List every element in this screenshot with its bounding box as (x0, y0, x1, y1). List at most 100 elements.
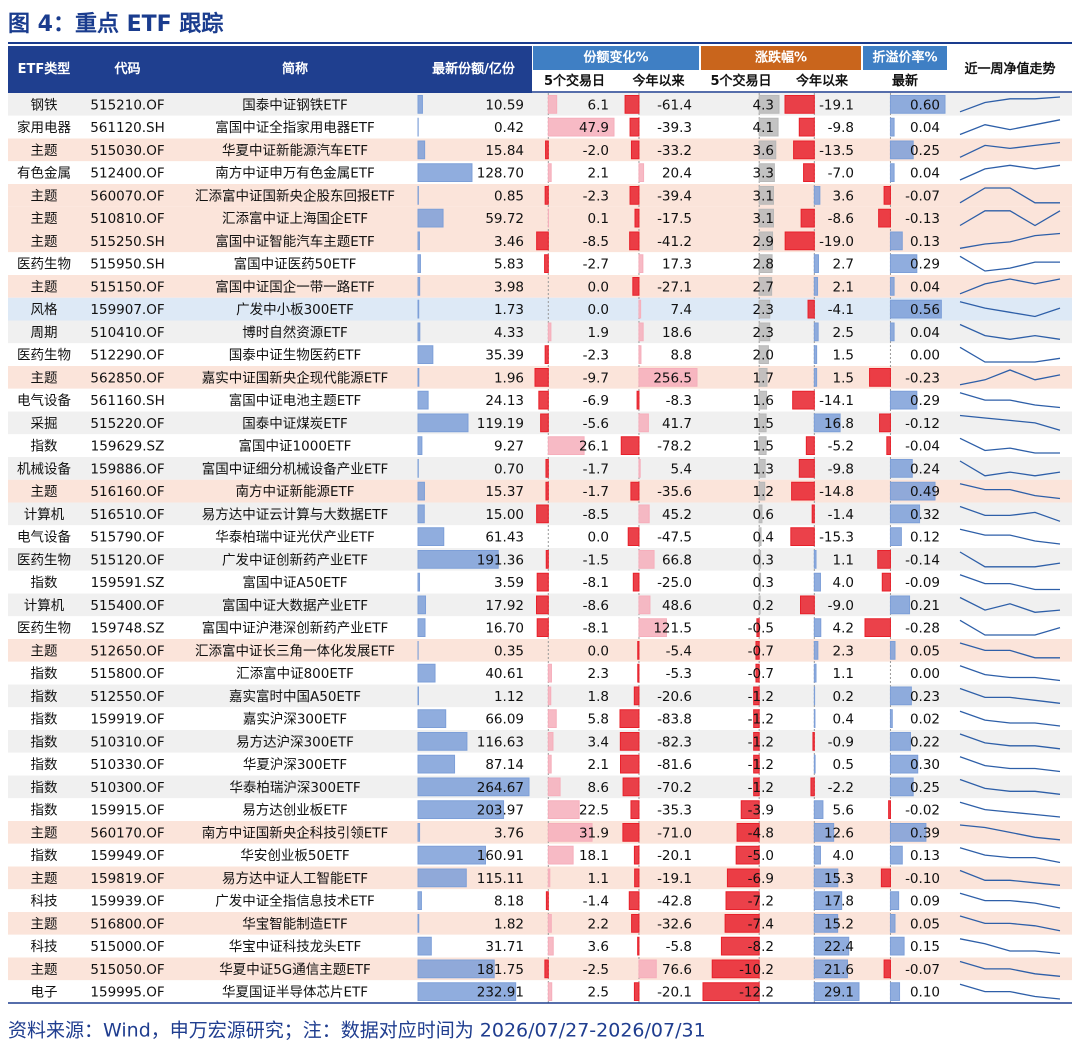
cell-number: 16.8 (824, 416, 854, 432)
cell-number: 3.6 (753, 143, 774, 159)
data-bar (889, 982, 901, 1001)
cell-number: 15.00 (485, 507, 524, 523)
header-label: 最新份额/亿份 (432, 61, 516, 77)
cell-text: 计算机 (24, 598, 65, 614)
data-bar (417, 550, 499, 569)
trend-line (959, 619, 1061, 636)
trend-line (959, 460, 1061, 477)
data-bar (417, 436, 423, 455)
data-bar (629, 186, 640, 205)
cell-text: 医药生物 (17, 348, 71, 364)
cell-text: 516510.OF (90, 507, 164, 523)
cell-text: 电气设备 (17, 529, 71, 546)
cell-number: 2.3 (588, 666, 609, 682)
cell-number: 4.0 (833, 575, 854, 591)
data-bar (417, 823, 421, 842)
cell-number: 3.4 (588, 734, 609, 750)
data-bar (889, 641, 896, 660)
cell-number: -0.9 (828, 734, 854, 750)
cell-number: -2.7 (583, 257, 609, 273)
cell-number: -7.4 (748, 916, 774, 932)
data-bar (417, 504, 425, 524)
header-cell (8, 46, 80, 93)
cell-number: -0.07 (905, 188, 940, 204)
cell-number: -9.7 (583, 370, 609, 386)
cell-number: 0.0 (588, 530, 609, 546)
data-bar (622, 823, 640, 842)
data-bar (813, 550, 817, 569)
cell-number: 0.2 (753, 598, 774, 614)
header-group-label: 份额变化% (583, 50, 648, 66)
data-bar (536, 595, 549, 615)
data-bar (758, 368, 768, 387)
cell-number: -20.1 (657, 848, 692, 864)
cell-number: 1.9 (588, 325, 609, 341)
data-bar (417, 800, 505, 819)
data-bar (889, 914, 896, 933)
trend-line (959, 414, 1061, 431)
data-bar (813, 800, 824, 819)
cell-number: -0.07 (905, 962, 940, 978)
cell-number: 1.3 (753, 461, 774, 477)
data-bar (634, 208, 640, 228)
cell-number: 3.46 (494, 234, 524, 250)
data-bar (756, 618, 760, 637)
data-bar (758, 254, 773, 273)
cell-number: 17.3 (662, 257, 692, 273)
data-bar (619, 754, 640, 774)
cell-text: 516800.OF (90, 916, 164, 932)
cell-number: 0.04 (910, 279, 940, 295)
cell-number: -8.5 (583, 234, 609, 250)
cell-number: -1.4 (583, 894, 609, 910)
trend-line (959, 847, 1061, 864)
cell-number: 31.9 (579, 825, 609, 841)
data-bar (889, 117, 895, 137)
data-bar (638, 504, 650, 524)
data-bar (813, 891, 843, 910)
cell-text: 515050.OF (90, 962, 164, 978)
cell-text: 广发中证全指信息技术ETF (215, 893, 375, 910)
data-bar (629, 117, 640, 137)
row-background (8, 798, 1072, 821)
cell-number: 0.42 (494, 120, 524, 136)
data-bar (800, 595, 815, 615)
data-bar (547, 709, 557, 728)
data-bar (758, 595, 761, 615)
cell-number: -0.23 (905, 370, 940, 386)
cell-number: -0.02 (905, 803, 940, 819)
cell-text: 国泰中证钢铁ETF (242, 97, 348, 113)
data-bar (889, 481, 936, 501)
cell-number: 2.3 (833, 643, 854, 659)
cell-number: -0.7 (748, 643, 774, 659)
data-bar (417, 754, 456, 774)
trend-line (959, 437, 1060, 454)
cell-number: -27.1 (657, 279, 692, 295)
cell-number: 8.8 (671, 348, 692, 364)
data-bar (800, 208, 815, 228)
row-background (8, 707, 1072, 730)
data-bar (417, 163, 473, 182)
cell-number: 66.09 (485, 712, 524, 728)
trend-line (959, 687, 1061, 704)
header-label: 代码 (113, 61, 140, 77)
data-bar (758, 550, 762, 569)
cell-text: 561120.SH (90, 120, 165, 136)
cell-number: 87.14 (485, 757, 524, 773)
data-bar (636, 390, 640, 410)
cell-text: 515800.OF (90, 666, 164, 682)
cell-text: 159886.OF (90, 461, 164, 477)
cell-number: 0.3 (753, 575, 774, 591)
cell-number: -1.2 (748, 712, 774, 728)
cell-number: 264.67 (477, 780, 524, 796)
row-background (8, 320, 1072, 344)
cell-number: 9.27 (494, 439, 524, 455)
cell-text: 计算机 (24, 507, 65, 523)
cell-text: 159629.SZ (91, 439, 165, 455)
trend-line (959, 141, 1061, 158)
data-bar (547, 868, 551, 888)
cell-text: 主题 (31, 484, 58, 500)
data-bar (813, 754, 816, 774)
data-bar (633, 845, 640, 865)
data-bar (417, 231, 420, 251)
data-bar (547, 95, 558, 114)
